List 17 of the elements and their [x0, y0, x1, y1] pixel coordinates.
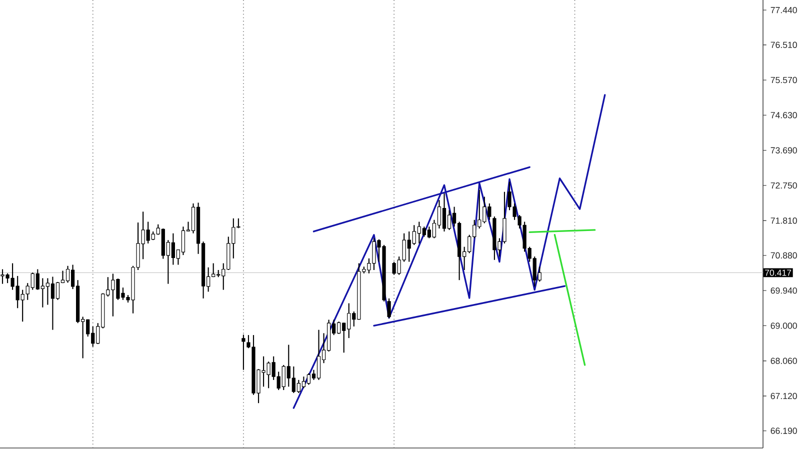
- candlestick: [242, 334, 246, 370]
- y-tick-label: 70.880: [770, 252, 797, 259]
- y-tick-label: 69.000: [770, 322, 797, 329]
- y-tick-label: 67.120: [770, 392, 797, 400]
- candlestick: [387, 298, 391, 319]
- line-series: [292, 94, 606, 409]
- y-tick-label: 73.690: [770, 147, 797, 154]
- y-tick-label: 66.190: [770, 428, 797, 434]
- y-tick-label: 71.810: [770, 218, 797, 224]
- y-tick-label: 76.510: [770, 42, 797, 48]
- y-tick-label: 75.570: [770, 76, 797, 84]
- y-tick-label: 74.630: [770, 112, 797, 118]
- ref-line-label: 70.417: [765, 270, 792, 276]
- y-tick-label: 72.750: [770, 182, 797, 189]
- y-tick-label: 69.940: [770, 287, 797, 294]
- y-tick-label: 77.440: [770, 6, 797, 14]
- y-tick-label: 68.060: [770, 358, 797, 364]
